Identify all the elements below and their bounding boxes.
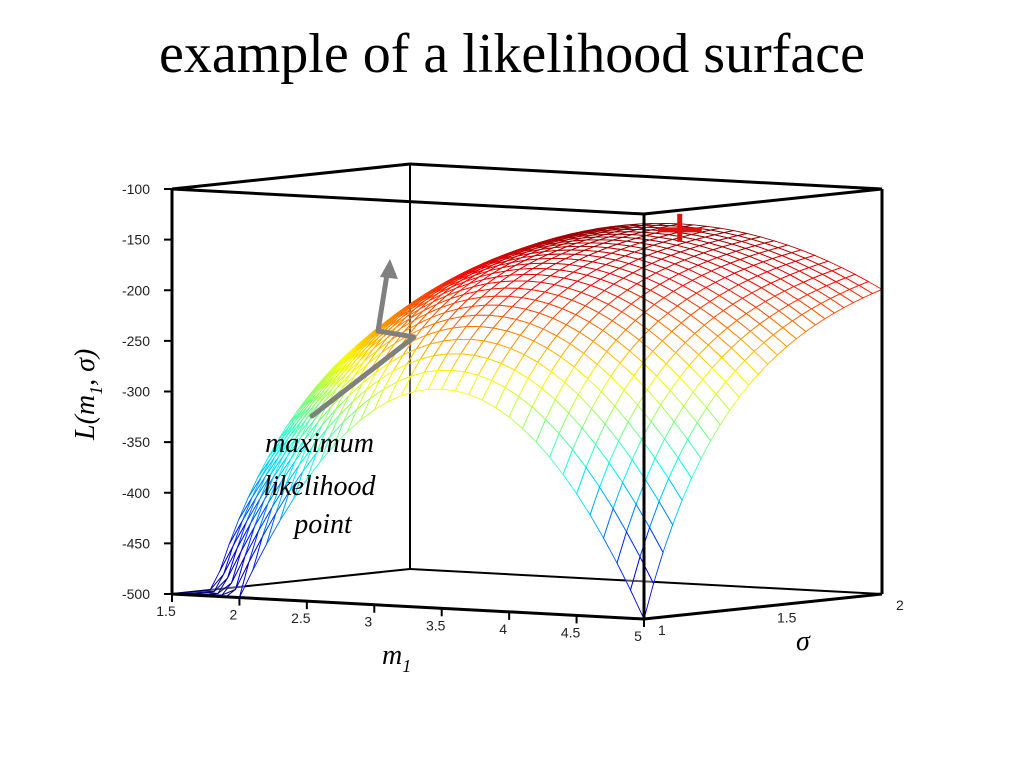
y-axis-label: σ [796, 626, 811, 657]
annotation-arrowhead [380, 259, 398, 279]
annotation-text: maximum likelihood point [264, 428, 383, 540]
box-edge-top-left [171, 162, 411, 191]
box-edge-top-right [643, 187, 883, 216]
z-tick-label: -350 [122, 434, 150, 450]
box-edge-back-floor-left [171, 568, 411, 595]
box-edge-back-floor [409, 568, 883, 595]
z-tick-label: -200 [122, 282, 150, 298]
x-tick-label: 1.5 [156, 603, 176, 619]
z-tick-label: -500 [122, 586, 150, 602]
y-axis-ticks: 11.52 [637, 593, 904, 638]
z-tick-label: -450 [122, 535, 150, 551]
box-edge-top-back [409, 162, 883, 191]
maximum-point-marker [657, 213, 702, 242]
x-tick-label: 4 [499, 621, 507, 637]
plot-box-front-edges [170, 162, 884, 621]
annotation-arrow [309, 265, 417, 419]
x-tick-label: 3.5 [426, 617, 446, 633]
slide-title: example of a likelihood surface [159, 23, 865, 85]
x-tick-label: 5 [634, 628, 642, 644]
x-tick-label: 2.5 [291, 610, 311, 626]
x-tick-label: 2 [230, 607, 238, 623]
x-tick-label: 3 [364, 614, 372, 630]
surface-cell [630, 555, 654, 621]
z-tick-label: -400 [122, 485, 150, 501]
box-edge-top-front [171, 187, 645, 216]
surface-mesh [171, 222, 884, 621]
box-edge-front-floor [171, 592, 645, 621]
y-tick-label: 2 [896, 597, 904, 613]
x-axis-label: m1 [382, 640, 411, 676]
z-tick-label: -100 [122, 181, 150, 197]
z-tick-label: -250 [122, 333, 150, 349]
x-tick-label: 4.5 [561, 624, 581, 640]
maximum-annotation: maximum likelihood point [264, 213, 702, 540]
x-axis-ticks: 1.5 2 2.5 3 3.5 4 4.5 5 [156, 594, 645, 644]
z-axis-label: L(m1, σ) [70, 349, 106, 441]
z-tick-label: -300 [122, 384, 150, 400]
y-tick-label: 1 [658, 622, 666, 638]
plot-box-back-edges [171, 164, 883, 595]
y-tick-label: 1.5 [777, 610, 797, 626]
z-axis-ticks: -100 -150 -200 -250 -300 -350 -400 -450 -500 [122, 181, 172, 602]
z-tick-label: -150 [122, 232, 150, 248]
